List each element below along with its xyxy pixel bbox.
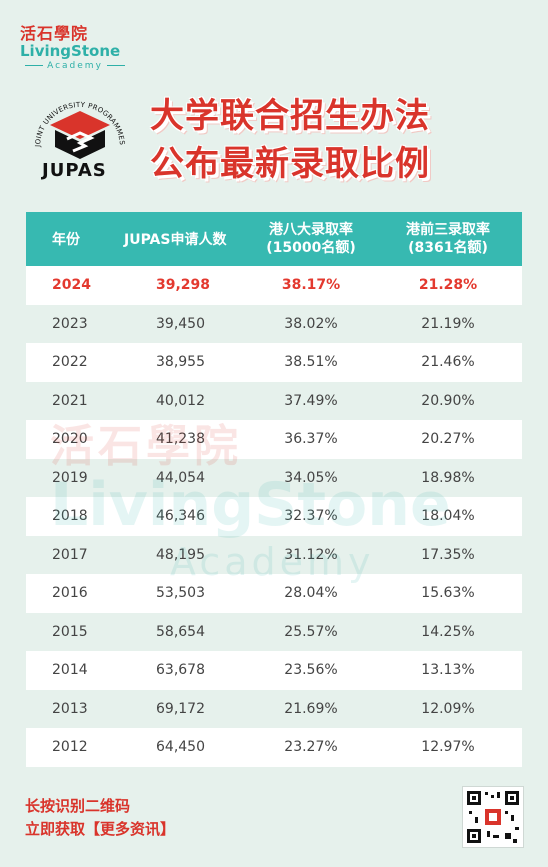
cell-top3-rate: 18.04% — [421, 508, 475, 525]
cell-applicants: 64,450 — [156, 739, 205, 756]
cell-top3-rate: 17.35% — [421, 546, 475, 563]
cell-year: 2024 — [52, 277, 91, 294]
table-header: 年份 JUPAS申请人数 港八大录取率 (15000名额) 港前三录取率 (83… — [26, 212, 522, 266]
cell-top8-rate: 34.05% — [284, 469, 338, 486]
cell-applicants: 46,346 — [156, 508, 205, 525]
cell-year: 2022 — [52, 354, 88, 371]
cell-top8-rate: 21.69% — [284, 700, 338, 717]
cta-line2[interactable]: 立即获取【更多资讯】 — [25, 820, 176, 838]
jupas-wordmark: JUPAS — [42, 160, 107, 181]
cell-year: 2013 — [52, 700, 88, 717]
table-row: 2013 69,172 21.69% 12.09% — [26, 689, 522, 728]
cell-top3-rate: 15.63% — [421, 585, 475, 602]
cell-top8-rate: 38.51% — [284, 354, 338, 371]
jupas-logo-icon: JOINT UNIVERSITY PROGRAMMES ADMISSIONS S… — [25, 85, 126, 159]
cell-applicants: 38,955 — [156, 354, 205, 371]
cell-applicants: 58,654 — [156, 623, 205, 640]
cell-top3-rate: 21.46% — [421, 354, 475, 371]
table-row: 2015 58,654 25.57% 14.25% — [26, 612, 522, 651]
cell-applicants: 53,503 — [156, 585, 205, 602]
admission-table: 年份 JUPAS申请人数 港八大录取率 (15000名额) 港前三录取率 (83… — [26, 212, 522, 767]
cell-applicants: 44,054 — [156, 469, 205, 486]
cell-applicants: 63,678 — [156, 662, 205, 679]
cell-top8-rate: 38.17% — [281, 277, 341, 294]
brand-subtitle: Academy — [20, 61, 130, 71]
cell-top8-rate: 31.12% — [284, 546, 338, 563]
cell-year: 2012 — [52, 739, 88, 756]
brand-en-name: LivingStone — [20, 42, 121, 60]
cell-applicants: 48,195 — [156, 546, 205, 563]
table-row: 2021 40,012 37.49% 20.90% — [26, 381, 522, 420]
page-title-line2: 公布最新录取比例 — [150, 144, 430, 184]
cell-top3-rate: 14.25% — [421, 623, 475, 640]
cell-year: 2020 — [52, 431, 88, 448]
header-top3-title: 港前三录取率 — [406, 222, 490, 238]
cell-applicants: 40,012 — [156, 392, 205, 409]
cell-top3-rate: 13.13% — [421, 662, 475, 679]
cell-top8-rate: 23.27% — [284, 739, 338, 756]
header-top3: 港前三录取率 (8361名额) — [374, 221, 522, 257]
table-row: 2017 48,195 31.12% 17.35% — [26, 535, 522, 574]
cell-year: 2016 — [52, 585, 88, 602]
cell-top8-rate: 28.04% — [284, 585, 338, 602]
cell-year: 2018 — [52, 508, 88, 525]
brand-cn-name: 活石學院 — [20, 24, 89, 43]
cell-top3-rate: 12.97% — [421, 739, 475, 756]
cell-top3-rate: 21.19% — [421, 315, 475, 332]
cell-applicants: 69,172 — [156, 700, 205, 717]
cell-top8-rate: 23.56% — [284, 662, 338, 679]
page-title-line1: 大学联合招生办法 — [150, 96, 430, 136]
cta-line1: 长按识别二维码 — [25, 797, 131, 815]
cell-applicants: 41,238 — [156, 431, 205, 448]
header-year: 年份 — [52, 232, 80, 248]
cell-top8-rate: 32.37% — [284, 508, 338, 525]
table-row: 2016 53,503 28.04% 15.63% — [26, 574, 522, 613]
table-row: 2018 46,346 32.37% 18.04% — [26, 497, 522, 536]
table-row: 2022 38,955 38.51% 21.46% — [26, 343, 522, 382]
cell-top8-rate: 25.57% — [284, 623, 338, 640]
cell-year: 2021 — [52, 392, 88, 409]
brand-logo: 活石學院 LivingStone Academy — [20, 20, 130, 71]
cell-top8-rate: 36.37% — [284, 431, 338, 448]
cell-year: 2023 — [52, 315, 88, 332]
cell-year: 2015 — [52, 623, 88, 640]
header-top8-title: 港八大录取率 — [269, 222, 353, 238]
header-top3-quota: (8361名额) — [408, 240, 488, 256]
cell-applicants: 39,450 — [156, 315, 205, 332]
header-applicants: JUPAS申请人数 — [124, 232, 227, 248]
table-body: 2024 39,298 38.17% 21.28% 2023 39,450 38.02% 21… — [26, 266, 522, 767]
header-top8-quota: (15000名额) — [266, 240, 356, 256]
table-row: 2024 39,298 38.17% 21.28% — [26, 266, 522, 305]
cell-top3-rate: 12.09% — [421, 700, 475, 717]
cell-top3-rate: 20.90% — [421, 392, 475, 409]
cell-top3-rate: 20.27% — [421, 431, 475, 448]
cell-year: 2014 — [52, 662, 88, 679]
table-row: 2020 41,238 36.37% 20.27% — [26, 420, 522, 459]
header-top8: 港八大录取率 (15000名额) — [248, 221, 374, 257]
cell-top3-rate: 21.28% — [418, 277, 478, 294]
cell-year: 2019 — [52, 469, 88, 486]
cell-top3-rate: 18.98% — [421, 469, 475, 486]
table-row: 2012 64,450 23.27% 12.97% — [26, 728, 522, 767]
cell-applicants: 39,298 — [156, 277, 211, 294]
cell-top8-rate: 38.02% — [284, 315, 338, 332]
table-row: 2023 39,450 38.02% 21.19% — [26, 304, 522, 343]
cell-year: 2017 — [52, 546, 88, 563]
table-row: 2019 44,054 34.05% 18.98% — [26, 458, 522, 497]
cell-top8-rate: 37.49% — [284, 392, 338, 409]
qr-code-icon[interactable] — [462, 786, 524, 848]
table-row: 2014 63,678 23.56% 13.13% — [26, 651, 522, 690]
